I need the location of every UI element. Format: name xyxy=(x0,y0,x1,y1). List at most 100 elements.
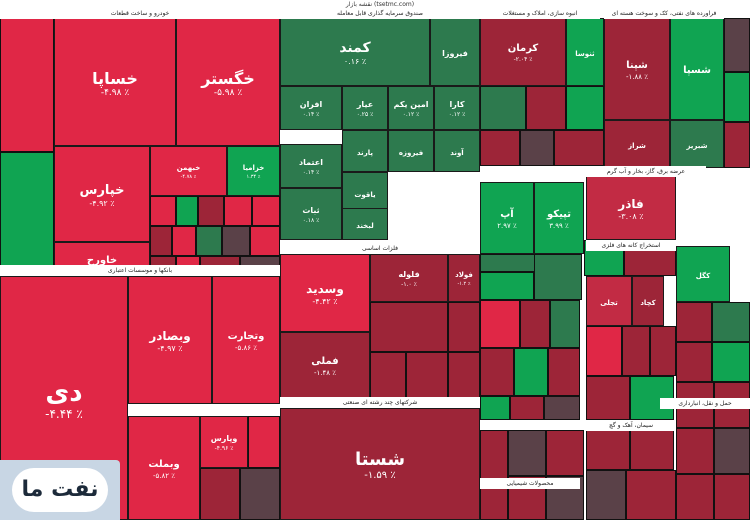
treemap-filler-tile[interactable] xyxy=(240,468,280,520)
treemap-filler-tile[interactable] xyxy=(586,470,626,520)
treemap-tile[interactable]: تپیکو ۳.۹۹ ٪ xyxy=(534,182,584,254)
treemap-filler-tile[interactable] xyxy=(548,348,580,396)
treemap-filler-tile[interactable] xyxy=(712,302,750,342)
treemap-tile[interactable]: تجلی xyxy=(586,276,632,326)
treemap-filler-tile[interactable] xyxy=(224,196,252,226)
treemap-filler-tile[interactable] xyxy=(150,196,176,226)
treemap-tile[interactable]: وبصادر -۴.۹۷ ٪ xyxy=(128,276,212,404)
treemap-filler-tile[interactable] xyxy=(448,352,480,398)
treemap-filler-tile[interactable] xyxy=(508,430,546,476)
treemap-tile[interactable]: فیروزا xyxy=(430,18,480,86)
treemap-filler-tile[interactable] xyxy=(676,428,714,474)
treemap-filler-tile[interactable] xyxy=(370,352,406,398)
treemap-tile[interactable]: خبهمن -۴.۷۸ ٪ xyxy=(150,146,227,196)
treemap-filler-tile[interactable] xyxy=(172,226,196,256)
treemap-filler-tile[interactable] xyxy=(520,130,554,166)
treemap-tile[interactable]: اعتماد ۰.۱۴ ٪ xyxy=(280,144,342,188)
treemap-filler-tile[interactable] xyxy=(480,86,526,130)
treemap-tile[interactable]: فیروزه xyxy=(388,130,434,172)
treemap-filler-tile[interactable] xyxy=(724,122,750,168)
treemap-filler-tile[interactable] xyxy=(448,302,480,352)
treemap-tile[interactable]: لبخند xyxy=(342,208,388,240)
treemap-filler-tile[interactable] xyxy=(0,152,54,268)
treemap-filler-tile[interactable] xyxy=(250,226,280,256)
treemap-filler-tile[interactable] xyxy=(676,342,712,382)
treemap-filler-tile[interactable] xyxy=(514,348,548,396)
treemap-tile[interactable]: افران ۰.۱۴ ٪ xyxy=(280,86,342,130)
treemap-tile[interactable]: وتجارت -۵.۸۶ ٪ xyxy=(212,276,280,404)
treemap-tile[interactable]: فلوله -۱.۰ ٪ xyxy=(370,254,448,302)
treemap-filler-tile[interactable] xyxy=(222,226,250,256)
treemap-tile[interactable]: شستا -۱.۵۹ ٪ xyxy=(280,408,480,520)
treemap-filler-tile[interactable] xyxy=(480,130,520,166)
treemap-filler-tile[interactable] xyxy=(150,226,172,256)
treemap-filler-tile[interactable] xyxy=(176,196,198,226)
treemap-tile[interactable]: خپارس -۴.۹۲ ٪ xyxy=(54,146,150,242)
treemap-tile[interactable]: پارند xyxy=(342,130,388,172)
treemap-filler-tile[interactable] xyxy=(198,196,224,226)
treemap-filler-tile[interactable] xyxy=(480,396,510,420)
treemap-filler-tile[interactable] xyxy=(480,300,520,348)
treemap-tile[interactable]: عیار ۰.۲۵ ٪ xyxy=(342,86,388,130)
treemap-filler-tile[interactable] xyxy=(546,430,584,476)
treemap-tile[interactable]: کگل xyxy=(676,246,730,302)
treemap-tile[interactable]: خساپا -۴.۹۸ ٪ xyxy=(54,18,176,146)
treemap-tile[interactable]: شراز xyxy=(604,120,670,168)
treemap-filler-tile[interactable] xyxy=(712,342,750,382)
treemap-filler-tile[interactable] xyxy=(480,272,534,300)
treemap-filler-tile[interactable] xyxy=(630,430,674,470)
treemap-tile[interactable]: یاقوت xyxy=(342,172,388,214)
treemap-tile[interactable]: وسدید -۴.۴۲ ٪ xyxy=(280,254,370,332)
treemap-filler-tile[interactable] xyxy=(510,396,544,420)
treemap-tile[interactable]: کچاد xyxy=(632,276,664,326)
treemap-tile[interactable]: خگستر -۵.۹۸ ٪ xyxy=(176,18,280,146)
treemap-tile[interactable]: فولاد -۱.۲ ٪ xyxy=(448,254,480,302)
treemap-filler-tile[interactable] xyxy=(676,474,714,520)
treemap-tile[interactable]: آوند xyxy=(434,130,480,172)
treemap-filler-tile[interactable] xyxy=(196,226,222,256)
treemap-filler-tile[interactable] xyxy=(586,430,630,470)
treemap-tile[interactable]: فاذر -۳.۰۸ ٪ xyxy=(586,176,676,240)
treemap-filler-tile[interactable] xyxy=(622,326,650,376)
treemap-filler-tile[interactable] xyxy=(252,196,280,226)
treemap-filler-tile[interactable] xyxy=(526,86,566,130)
treemap-filler-tile[interactable] xyxy=(200,468,240,520)
treemap-filler-tile[interactable] xyxy=(520,300,550,348)
treemap-tile[interactable]: خزامیا ۱.۳۴ ٪ xyxy=(227,146,280,196)
treemap-filler-tile[interactable] xyxy=(724,18,750,72)
treemap-tile[interactable]: وبملت -۵.۸۲ ٪ xyxy=(128,416,200,520)
treemap-filler-tile[interactable] xyxy=(550,300,580,348)
treemap-tile[interactable]: وپارس -۴.۹۶ ٪ xyxy=(200,416,248,468)
treemap-filler-tile[interactable] xyxy=(248,416,280,468)
treemap-filler-tile[interactable] xyxy=(0,18,54,152)
treemap-tile[interactable]: ثنوسا xyxy=(566,18,604,86)
treemap-tile[interactable]: شپنا -۱.۸۸ ٪ xyxy=(604,18,670,120)
treemap-tile[interactable]: کرمان -۲.۰۴ ٪ xyxy=(480,18,566,86)
treemap-filler-tile[interactable] xyxy=(480,254,536,272)
treemap-filler-tile[interactable] xyxy=(544,396,580,420)
treemap-tile[interactable]: شبریز xyxy=(670,120,724,168)
treemap-filler-tile[interactable] xyxy=(626,470,676,520)
treemap-filler-tile[interactable] xyxy=(480,348,514,396)
treemap-filler-tile[interactable] xyxy=(650,326,676,376)
treemap-filler-tile[interactable] xyxy=(480,430,508,520)
treemap-tile[interactable]: کمند ۰.۱۶ ٪ xyxy=(280,18,430,86)
treemap-tile[interactable]: فملی -۱.۴۸ ٪ xyxy=(280,332,370,398)
treemap-tile[interactable]: شسپا xyxy=(670,18,724,120)
treemap-filler-tile[interactable] xyxy=(676,302,712,342)
treemap-filler-tile[interactable] xyxy=(566,86,604,130)
treemap-tile[interactable]: امین یکم ۰.۱۲ ٪ xyxy=(388,86,434,130)
treemap-filler-tile[interactable] xyxy=(586,326,622,376)
treemap-filler-tile[interactable] xyxy=(370,302,448,352)
treemap-filler-tile[interactable] xyxy=(534,254,582,300)
treemap-tile[interactable]: آپ ۲.۹۷ ٪ xyxy=(480,182,534,254)
treemap-filler-tile[interactable] xyxy=(554,130,604,166)
treemap-tile[interactable]: کارا ۰.۱۲ ٪ xyxy=(434,86,480,130)
treemap-filler-tile[interactable] xyxy=(406,352,448,398)
treemap-filler-tile[interactable] xyxy=(714,474,750,520)
treemap-filler-tile[interactable] xyxy=(724,72,750,122)
treemap-tile[interactable]: ثبات ۰.۱۸ ٪ xyxy=(280,188,342,240)
treemap-filler-tile[interactable] xyxy=(586,376,630,420)
treemap-filler-tile[interactable] xyxy=(714,428,750,474)
